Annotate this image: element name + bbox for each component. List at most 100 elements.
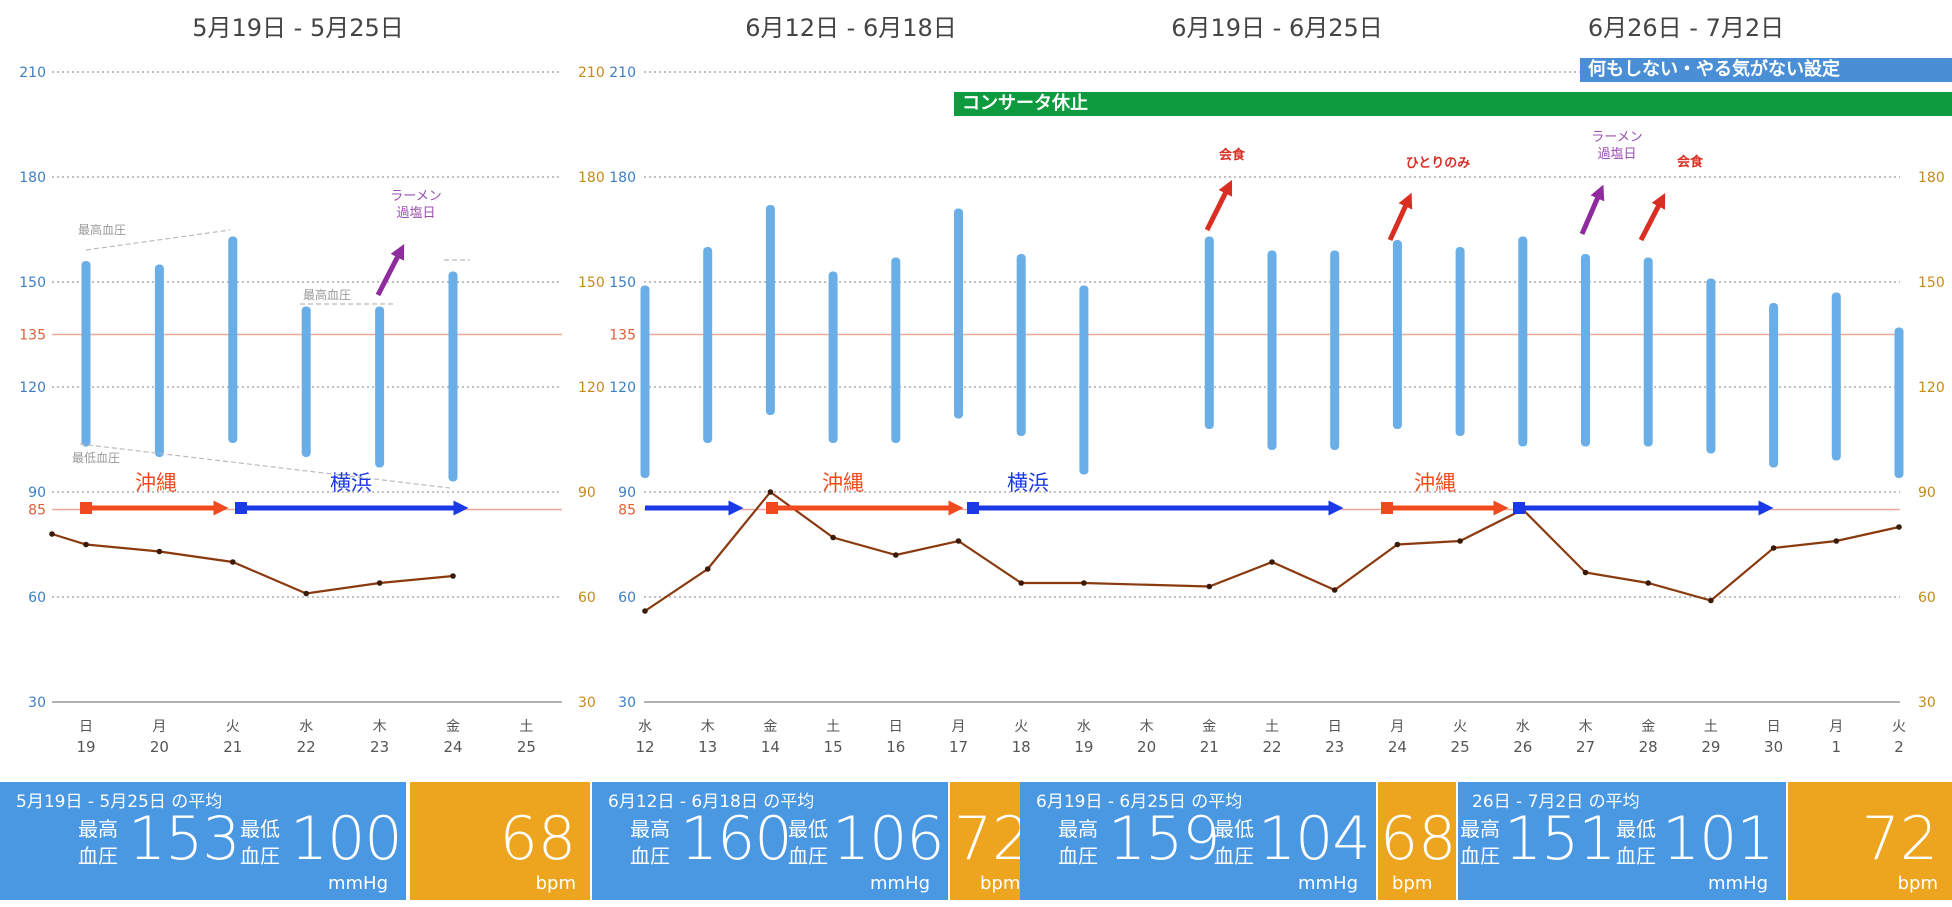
pulse-box-week-2: 72 bpm (950, 782, 1020, 900)
pulse-point (83, 541, 89, 548)
x-tick-date: 19 (76, 738, 95, 756)
x-tick-date: 26 (1513, 738, 1532, 756)
x-tick-dow: 水 (1077, 719, 1091, 735)
bp-bar (1267, 250, 1277, 450)
left-axis-tick-label: 120 (609, 380, 636, 396)
x-tick-dow: 日 (1328, 719, 1342, 735)
x-tick-date: 28 (1639, 738, 1658, 756)
bp-bar (703, 247, 713, 443)
pulse-point (830, 534, 836, 541)
average-low-value: 106 (832, 804, 945, 874)
left-axis-tick-label: 150 (19, 275, 46, 291)
right-axis-tick-label: 30 (1918, 695, 1936, 711)
x-tick-date: 27 (1576, 738, 1595, 756)
high-bp-label: 最高 血圧 (630, 817, 670, 868)
right-axis-tick-label: 150 (1918, 275, 1945, 291)
bp-bar (640, 285, 650, 478)
yokohama-label: 横浜 (1007, 471, 1049, 495)
pulse-point (1331, 587, 1338, 593)
bp-bar (1455, 247, 1465, 436)
left-axis-tick-label: 85 (618, 503, 636, 519)
x-tick-dow: 水 (638, 719, 652, 735)
average-pulse-value: 68 (1380, 804, 1456, 874)
x-tick-date: 12 (635, 738, 654, 756)
bp-bar (1769, 303, 1779, 468)
pulse-point (1896, 524, 1902, 530)
x-tick-dow: 木 (373, 719, 387, 735)
unit-mmhg: mmHg (1707, 873, 1768, 894)
okinawa-label: 沖縄 (822, 471, 864, 495)
unit-bpm: bpm (535, 873, 576, 894)
average-low-value: 100 (290, 804, 403, 874)
x-tick-dow: 土 (1265, 719, 1279, 735)
dinner-arrow (1638, 192, 1666, 242)
dinner-arrow (1204, 179, 1233, 232)
x-tick-dow: 木 (1579, 719, 1593, 735)
x-tick-date: 24 (443, 738, 462, 756)
x-tick-dow: 金 (763, 719, 777, 735)
left-axis-tick-label: 90 (28, 485, 46, 501)
bp-bar (891, 257, 901, 443)
x-tick-dow: 金 (446, 719, 460, 735)
bp-bar (301, 306, 311, 457)
bp-bar (1518, 236, 1528, 447)
week-title-2: 6月12日 - 6月18日 (745, 14, 957, 42)
average-pulse-value: 72 (1861, 804, 1938, 874)
ramen-label: 過塩日 (396, 206, 435, 221)
right-axis-tick-label: 120 (578, 380, 605, 396)
right-axis-tick-label: 120 (1918, 380, 1945, 396)
x-tick-dow: 金 (1641, 719, 1655, 735)
left-axis-tick-label: 210 (19, 65, 46, 81)
bp-bar (1079, 285, 1089, 475)
x-tick-dow: 日 (889, 719, 903, 735)
x-tick-dow: 火 (1892, 719, 1906, 735)
unit-bpm: bpm (980, 873, 1020, 894)
x-tick-date: 15 (824, 738, 843, 756)
average-high-value: 151 (1504, 804, 1617, 874)
x-tick-dow: 土 (519, 719, 533, 735)
ramen-label: 過塩日 (1597, 147, 1636, 162)
week-title-3: 6月19日 - 6月25日 (1171, 14, 1383, 42)
unit-mmhg: mmHg (1297, 873, 1358, 894)
x-tick-date: 21 (223, 738, 242, 756)
right-axis-tick-label: 60 (578, 590, 596, 606)
high-bp-label: 最高 血圧 (1058, 817, 1098, 868)
average-pulse-value: 68 (499, 804, 576, 874)
low-bp-label: 最低 血圧 (240, 817, 280, 868)
average-pulse-value: 72 (954, 804, 1020, 874)
average-low-value: 101 (1662, 804, 1775, 874)
okinawa-label: 沖縄 (135, 471, 177, 495)
max-bp-annotation: 最高血圧 (78, 222, 126, 237)
pulse-line (644, 490, 1900, 612)
bp-bar (1392, 240, 1402, 429)
max-trend-line (85, 229, 231, 251)
bp-bar (1831, 292, 1841, 461)
x-tick-date: 1 (1832, 738, 1842, 756)
x-tick-date: 23 (370, 738, 389, 756)
right-axis-tick-label: 180 (1918, 170, 1945, 186)
x-tick-date: 24 (1388, 738, 1407, 756)
pulse-point (156, 548, 163, 555)
pulse-point (1269, 559, 1275, 565)
x-tick-dow: 土 (826, 719, 840, 735)
x-tick-date: 2 (1894, 738, 1904, 756)
x-tick-date: 20 (150, 738, 169, 756)
concerta-pause-banner: コンサータ休止 (954, 92, 1952, 116)
bp-bar (765, 205, 775, 415)
pulse-line (51, 532, 454, 595)
unit-bpm: bpm (1392, 873, 1433, 894)
pulse-box-week-4: 72 bpm (1788, 782, 1952, 900)
average-label: 6月19日 - 6月25日 の平均 (1036, 792, 1243, 812)
left-axis-tick-label: 85 (28, 503, 46, 519)
pulse-point (642, 608, 648, 614)
x-tick-dow: 日 (79, 719, 93, 735)
x-tick-date: 30 (1764, 738, 1783, 756)
average-low-value: 104 (1258, 804, 1371, 874)
x-tick-dow: 月 (1390, 719, 1404, 735)
x-tick-date: 17 (949, 738, 968, 756)
min-trend-line (79, 443, 451, 489)
low-bp-label: 最低 血圧 (1616, 817, 1656, 868)
pulse-point (49, 531, 55, 537)
left-axis-tick-label: 210 (609, 65, 636, 81)
